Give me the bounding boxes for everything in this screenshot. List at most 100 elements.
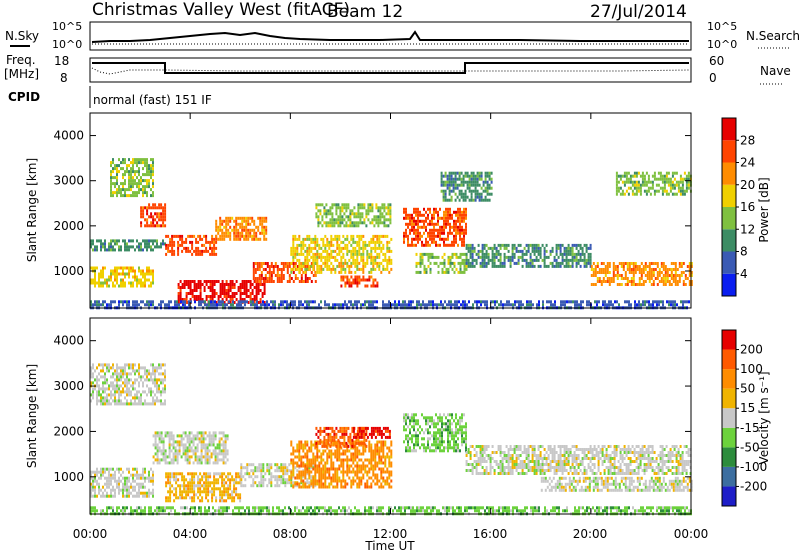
velocity-cell bbox=[112, 372, 114, 375]
power-cell bbox=[673, 262, 675, 265]
power-cell bbox=[259, 277, 261, 280]
power-cell bbox=[326, 259, 328, 262]
power-cell bbox=[354, 259, 356, 262]
velocity-cell bbox=[157, 455, 159, 458]
velocity-cell bbox=[126, 483, 128, 486]
power-cell bbox=[306, 303, 308, 306]
velocity-cell bbox=[164, 369, 166, 372]
velocity-cell bbox=[201, 496, 203, 499]
power-cell bbox=[116, 167, 118, 170]
power-cell bbox=[634, 193, 636, 196]
power-cell bbox=[253, 274, 255, 277]
power-cell bbox=[165, 247, 167, 250]
power-cell bbox=[591, 268, 593, 271]
power-cell bbox=[649, 271, 651, 274]
power-cell bbox=[243, 235, 245, 238]
power-cell bbox=[325, 221, 327, 224]
power-cell bbox=[319, 209, 321, 212]
power-cell bbox=[148, 185, 150, 188]
power-cell bbox=[112, 170, 114, 173]
power-cell bbox=[489, 172, 491, 175]
power-cell bbox=[122, 267, 124, 270]
power-cell bbox=[615, 265, 617, 268]
power-cell bbox=[243, 217, 245, 220]
power-cell bbox=[662, 175, 664, 178]
velocity-cell bbox=[189, 443, 191, 446]
velocity-cell bbox=[189, 478, 191, 481]
power-cell bbox=[636, 187, 638, 190]
power-cell bbox=[394, 303, 396, 306]
power-cell bbox=[470, 256, 472, 259]
power-cell bbox=[182, 300, 184, 303]
velocity-cell bbox=[132, 363, 134, 366]
power-cell bbox=[597, 262, 599, 265]
power-cell bbox=[200, 289, 202, 292]
power-cell bbox=[447, 187, 449, 190]
power-cell bbox=[126, 267, 128, 270]
power-cell bbox=[256, 283, 258, 286]
power-cell bbox=[665, 274, 667, 277]
power-cell bbox=[666, 300, 668, 303]
power-cell bbox=[427, 217, 429, 220]
power-cell bbox=[609, 271, 611, 274]
power-cell bbox=[452, 253, 454, 256]
power-cell bbox=[461, 184, 463, 187]
velocity-cell bbox=[235, 487, 237, 490]
power-cell bbox=[146, 161, 148, 164]
power-cell bbox=[136, 170, 138, 173]
power-cell bbox=[641, 283, 643, 286]
velocity-cell bbox=[191, 487, 193, 490]
power-cell bbox=[132, 282, 134, 285]
power-cell bbox=[456, 303, 458, 306]
power-cell bbox=[298, 244, 300, 247]
velocity-cell bbox=[106, 477, 108, 480]
velocity-cell bbox=[207, 499, 209, 502]
power-cell bbox=[327, 221, 329, 224]
power-cell bbox=[370, 300, 372, 303]
power-cell bbox=[376, 253, 378, 256]
power-cell bbox=[386, 259, 388, 262]
velocity-cell bbox=[126, 477, 128, 480]
power-cell bbox=[667, 280, 669, 283]
power-cell bbox=[640, 184, 642, 187]
power-cell bbox=[339, 224, 341, 227]
power-cell bbox=[443, 220, 445, 223]
velocity-cell bbox=[128, 492, 130, 495]
power-cell bbox=[334, 259, 336, 262]
power-cell bbox=[668, 300, 670, 303]
velocity-cell bbox=[197, 434, 199, 437]
velocity-cell bbox=[134, 396, 136, 399]
power-cell bbox=[261, 217, 263, 220]
power-cell bbox=[538, 300, 540, 303]
velocity-cell bbox=[142, 477, 144, 480]
power-cell bbox=[556, 250, 558, 253]
power-cell bbox=[336, 259, 338, 262]
power-cell bbox=[243, 226, 245, 229]
velocity-cell bbox=[205, 487, 207, 490]
power-cell bbox=[144, 285, 146, 288]
power-cell bbox=[184, 280, 186, 283]
power-cell bbox=[152, 206, 154, 209]
power-cell bbox=[338, 244, 340, 247]
nsearch-tick-top: 10^5 bbox=[707, 20, 737, 33]
velocity-cell bbox=[104, 363, 106, 366]
velocity-cell bbox=[102, 396, 104, 399]
velocity-cell bbox=[278, 475, 280, 478]
power-cell bbox=[534, 247, 536, 250]
power-cell bbox=[138, 245, 140, 248]
power-cell bbox=[152, 221, 154, 224]
power-cell bbox=[144, 245, 146, 248]
power-cell bbox=[122, 173, 124, 176]
power-cell bbox=[177, 235, 179, 238]
power-cell bbox=[315, 203, 317, 206]
power-cell bbox=[120, 245, 122, 248]
power-cell bbox=[599, 268, 601, 271]
power-cell bbox=[405, 223, 407, 226]
power-cell bbox=[152, 224, 154, 227]
power-cell bbox=[114, 176, 116, 179]
power-cell bbox=[628, 303, 630, 306]
power-cell bbox=[126, 273, 128, 276]
velocity-cell bbox=[102, 399, 104, 402]
power-cell bbox=[449, 208, 451, 211]
power-cell bbox=[98, 303, 100, 306]
